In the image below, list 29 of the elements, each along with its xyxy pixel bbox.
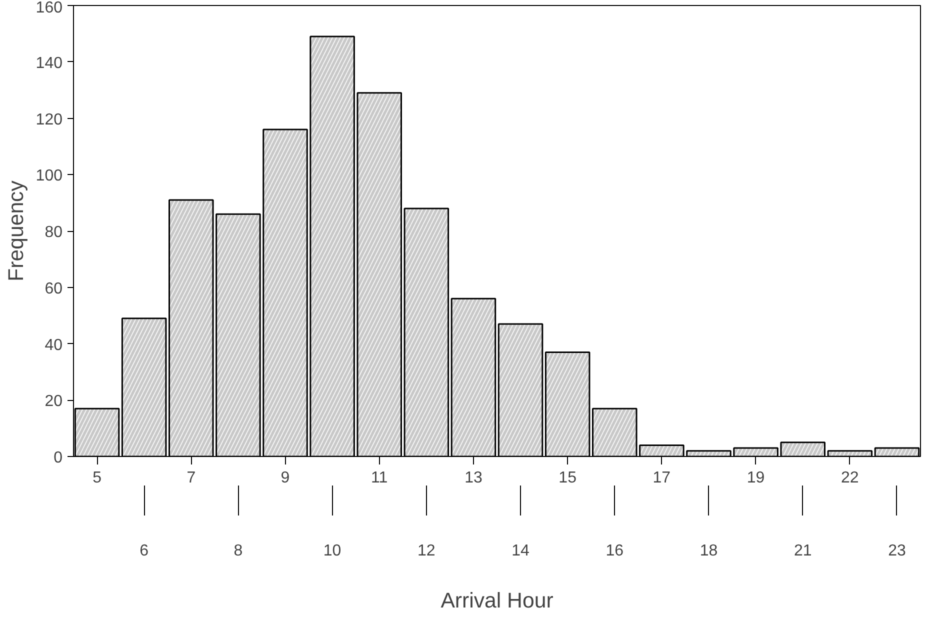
x-tick-label: 13 [464, 470, 482, 486]
y-tick-label: 60 [44, 280, 63, 298]
x-tick-label: 23 [888, 542, 906, 560]
y-tick-label: 160 [36, 0, 63, 16]
y-tick-label: 100 [36, 168, 63, 185]
y-tick-label: 20 [44, 393, 63, 410]
x-tick-label: 19 [746, 470, 765, 486]
x-tick-label: 6 [140, 542, 149, 560]
y-tick-label: 120 [36, 111, 63, 128]
x-tick-label: 8 [234, 542, 243, 560]
x-tick-label: 18 [700, 542, 718, 560]
y-tick-label: 0 [54, 450, 63, 466]
x-tick-label: 16 [606, 542, 624, 560]
x-tick-label: 12 [418, 542, 436, 560]
x-tick-label: 21 [794, 542, 812, 560]
x-tick-label: 14 [512, 542, 530, 560]
x-tick-label: 17 [652, 470, 671, 486]
y-tick-label: 40 [44, 336, 63, 354]
x-axis-title: Arrival Hour [440, 588, 554, 612]
x-tick-label: 11 [371, 470, 388, 486]
x-tick-label: 5 [92, 470, 102, 486]
y-tick-label: 140 [36, 54, 63, 72]
x-tick-label: 7 [186, 470, 196, 486]
x-tick-label: 22 [841, 470, 859, 486]
y-axis-title: Frequency [4, 180, 28, 282]
x-tick-label: 15 [558, 470, 577, 486]
x-tick-label: 10 [323, 542, 342, 560]
x-tick-label: 9 [280, 470, 290, 486]
y-tick-label: 80 [44, 224, 63, 241]
